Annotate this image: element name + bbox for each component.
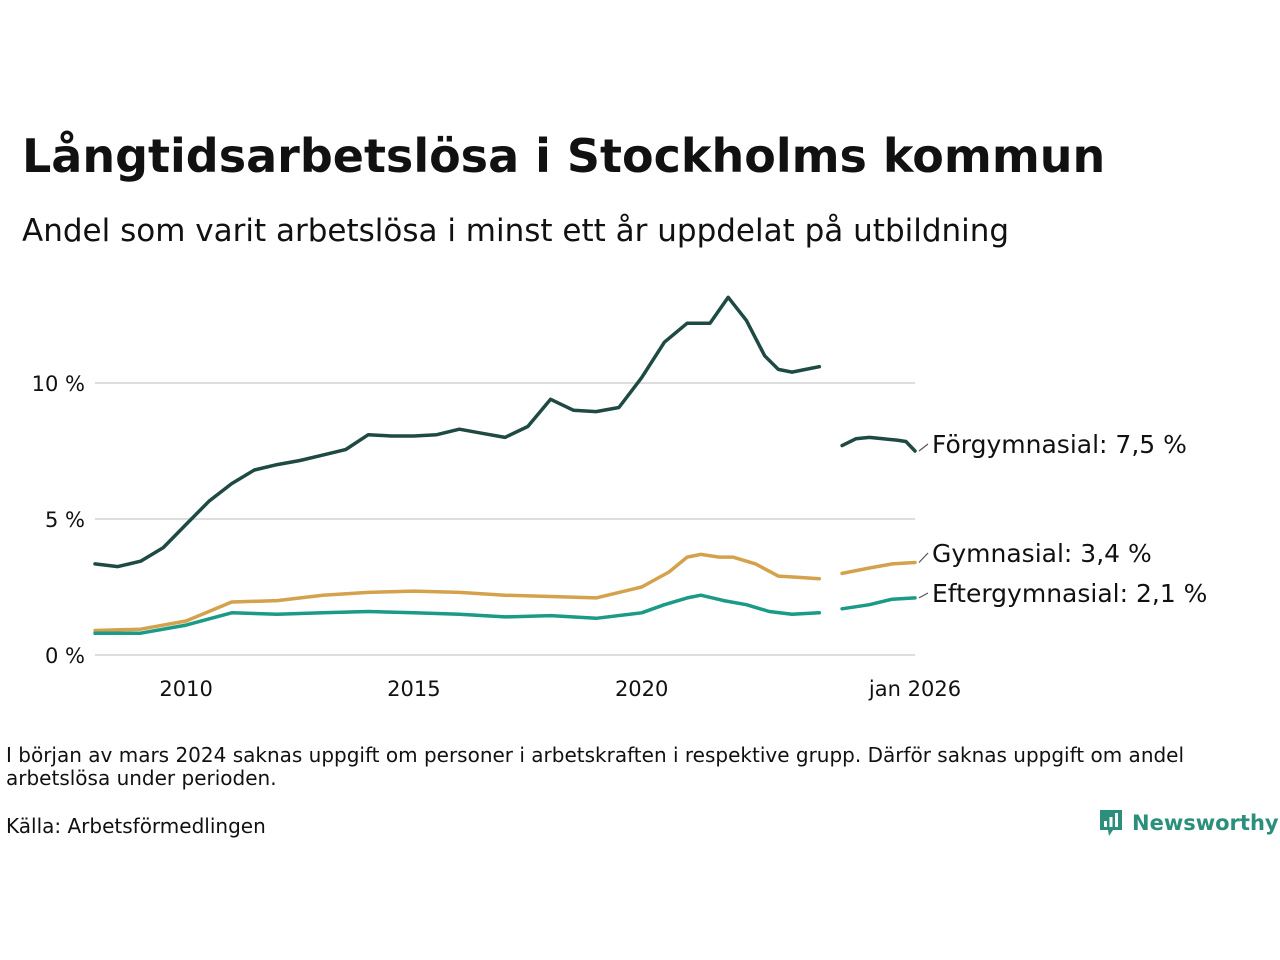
series-line-gymnasial (93, 552, 822, 633)
series-line-förgymnasial (840, 435, 917, 453)
label-connector (918, 443, 929, 452)
series-line-eftergymnasial (840, 596, 917, 611)
series-lines (93, 295, 917, 635)
y-tick-label: 5 % (45, 508, 85, 532)
source-note: Källa: Arbetsförmedlingen (6, 814, 266, 838)
series-line-gymnasial (840, 560, 917, 576)
x-tick-label: 2015 (387, 677, 440, 701)
x-axis-ticks: 2010 2015 2020 jan 2026 (159, 677, 961, 701)
series-line-förgymnasial (93, 295, 822, 569)
newsworthy-logo: Newsworthy (1098, 808, 1279, 838)
x-tick-label: 2010 (159, 677, 212, 701)
series-line-eftergymnasial (93, 593, 822, 635)
series-end-labels: Förgymnasial: 7,5 % Gymnasial: 3,4 % Efter… (918, 430, 1207, 608)
series-label-gymnasial: Gymnasial: 3,4 % (932, 539, 1152, 568)
gridlines (95, 382, 915, 656)
newsworthy-logo-icon (1100, 810, 1122, 836)
y-tick-label: 10 % (32, 372, 85, 396)
footnote: I början av mars 2024 saknas uppgift om … (6, 743, 1185, 790)
x-tick-label: 2020 (615, 677, 668, 701)
series-label-eftergymnasial: Eftergymnasial: 2,1 % (932, 579, 1207, 608)
y-tick-label: 0 % (45, 644, 85, 668)
series-label-förgymnasial: Förgymnasial: 7,5 % (932, 430, 1187, 459)
chart-title: Långtidsarbetslösa i Stockholms kommun (22, 129, 1106, 183)
x-tick-label: jan 2026 (868, 677, 961, 701)
label-connector (918, 592, 929, 599)
newsworthy-logo-text: Newsworthy (1132, 811, 1279, 835)
y-axis-ticks: 0 % 5 % 10 % (32, 372, 85, 668)
label-connector (918, 552, 929, 563)
chart-subtitle: Andel som varit arbetslösa i minst ett å… (22, 213, 1010, 249)
